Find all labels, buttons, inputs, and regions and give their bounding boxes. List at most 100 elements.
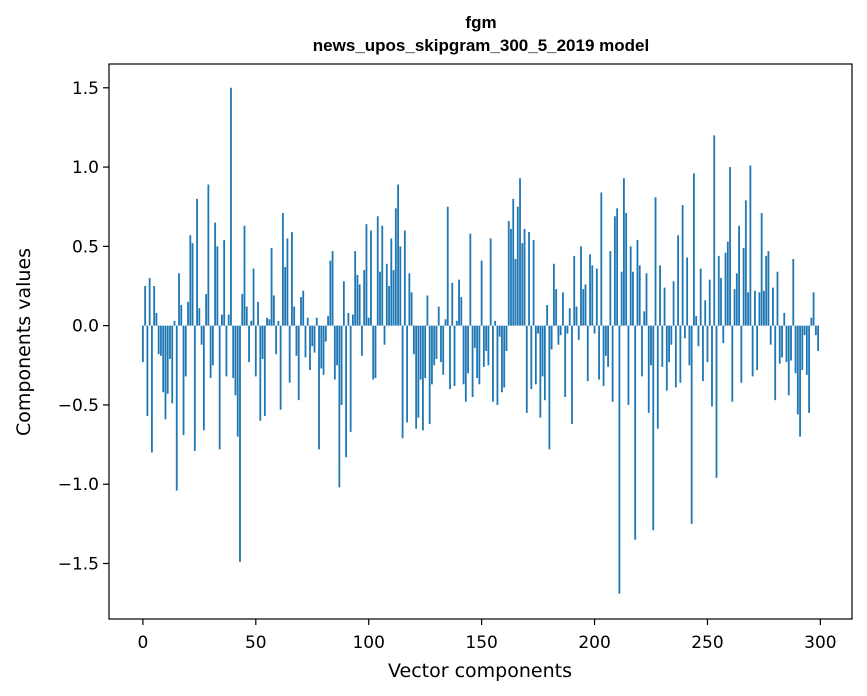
bar <box>243 225 246 326</box>
bar <box>403 230 406 326</box>
bar <box>681 205 684 326</box>
bar <box>331 251 334 326</box>
bar <box>595 268 598 326</box>
bar <box>464 325 467 402</box>
bar <box>706 325 709 363</box>
y-tick-label: 0.0 <box>72 317 99 337</box>
bar <box>302 290 305 326</box>
bar <box>146 325 149 417</box>
bar <box>582 289 585 326</box>
bar <box>236 325 239 437</box>
bar <box>401 325 404 439</box>
bar <box>297 325 300 401</box>
bar <box>144 286 147 326</box>
bar <box>250 320 253 326</box>
y-tick-label: −1.5 <box>58 555 99 575</box>
plot-frame <box>108 63 853 620</box>
bar <box>668 325 670 363</box>
bar <box>182 325 185 436</box>
bar <box>620 271 623 326</box>
bar <box>444 319 447 326</box>
bar <box>584 284 587 326</box>
bar <box>148 278 151 326</box>
bar <box>175 325 178 491</box>
bar <box>153 286 156 326</box>
bar <box>370 230 372 326</box>
bar <box>374 325 377 378</box>
y-tick-label: −0.5 <box>58 396 99 416</box>
bar <box>211 325 214 366</box>
bar <box>598 325 600 380</box>
bar <box>284 266 287 326</box>
bar <box>817 325 820 352</box>
bar <box>602 325 605 386</box>
bar <box>575 306 578 326</box>
bar <box>232 325 235 378</box>
bar <box>261 325 264 359</box>
bar <box>550 325 553 350</box>
y-axis-ticks: −1.5 −1.0 −0.5 0.0 0.5 1.0 1.5 <box>58 79 109 575</box>
bar <box>803 325 806 336</box>
bar <box>557 325 560 345</box>
bar <box>629 246 632 326</box>
bar <box>564 325 567 397</box>
bar <box>586 325 589 382</box>
bar <box>767 251 770 326</box>
bar <box>787 325 790 396</box>
bar <box>580 246 582 326</box>
bar <box>679 325 682 383</box>
bar <box>805 325 808 375</box>
bar <box>765 255 768 326</box>
bar <box>645 273 648 326</box>
bar <box>623 178 625 326</box>
bar <box>568 308 571 326</box>
bar <box>245 306 248 326</box>
bar <box>424 325 427 378</box>
bar <box>383 325 386 345</box>
bar <box>647 325 650 413</box>
bar <box>462 325 465 385</box>
chart-title: fgm <box>465 13 496 32</box>
bar <box>672 281 675 326</box>
bar <box>473 325 476 348</box>
bar <box>530 325 533 390</box>
bar <box>735 273 738 326</box>
bar <box>397 184 399 326</box>
bar <box>252 268 255 326</box>
y-tick-label: 0.5 <box>72 237 99 257</box>
bar <box>363 270 366 326</box>
bar <box>722 325 725 344</box>
y-tick-label: 1.0 <box>72 158 99 178</box>
bar <box>801 325 804 371</box>
y-tick-label: −1.0 <box>58 475 99 495</box>
bar <box>778 325 781 364</box>
bar <box>724 252 727 326</box>
bar <box>812 292 815 326</box>
y-tick-label: 1.5 <box>72 79 99 99</box>
y-axis-label: Components values <box>13 248 35 436</box>
bar <box>683 325 686 339</box>
bar <box>166 325 169 394</box>
bar <box>318 325 320 450</box>
bar <box>758 292 761 326</box>
bar <box>345 325 348 458</box>
bar <box>516 206 519 326</box>
bar <box>792 259 795 326</box>
bar <box>428 325 431 424</box>
bar <box>440 325 442 363</box>
bar <box>525 325 528 413</box>
bar <box>180 305 183 326</box>
bar <box>534 325 537 385</box>
bar <box>272 295 275 326</box>
bar <box>677 235 680 326</box>
bar <box>288 325 291 383</box>
bar <box>607 325 609 367</box>
bar <box>708 279 711 326</box>
bar <box>571 325 573 424</box>
bar <box>412 325 415 355</box>
bar <box>559 325 562 336</box>
bar <box>753 290 756 326</box>
x-tick-label: 200 <box>578 633 610 653</box>
bar <box>187 301 189 326</box>
bar <box>379 271 381 326</box>
